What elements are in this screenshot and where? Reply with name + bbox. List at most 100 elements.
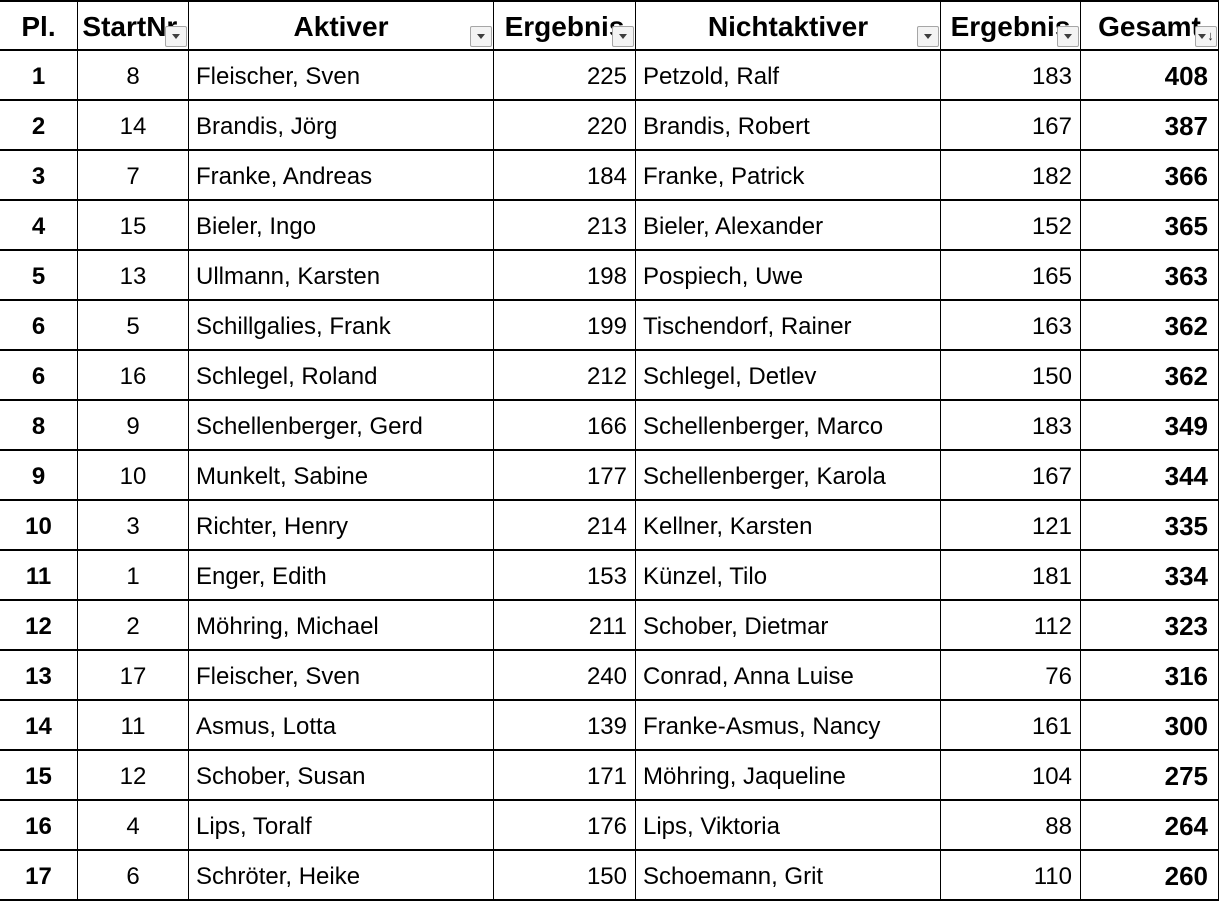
cell-nichtaktiver[interactable]: Künzel, Tilo: [636, 551, 941, 601]
cell-nichtaktiver[interactable]: Bieler, Alexander: [636, 201, 941, 251]
cell-nichtaktiver-ergebnis[interactable]: 76: [941, 651, 1081, 701]
column-header-gesamt[interactable]: Gesamt ↓: [1081, 2, 1219, 51]
cell-pl[interactable]: 6: [0, 351, 78, 401]
column-header-aktiver[interactable]: Aktiver: [189, 2, 494, 51]
cell-gesamt[interactable]: 344: [1081, 451, 1219, 501]
cell-aktiver[interactable]: Ullmann, Karsten: [189, 251, 494, 301]
cell-start-nr[interactable]: 6: [78, 851, 189, 901]
cell-gesamt[interactable]: 323: [1081, 601, 1219, 651]
cell-gesamt[interactable]: 365: [1081, 201, 1219, 251]
cell-gesamt[interactable]: 335: [1081, 501, 1219, 551]
cell-nichtaktiver[interactable]: Kellner, Karsten: [636, 501, 941, 551]
filter-dropdown-button[interactable]: [917, 26, 939, 47]
cell-gesamt[interactable]: 363: [1081, 251, 1219, 301]
cell-start-nr[interactable]: 8: [78, 51, 189, 101]
cell-aktiver[interactable]: Richter, Henry: [189, 501, 494, 551]
cell-start-nr[interactable]: 12: [78, 751, 189, 801]
cell-gesamt[interactable]: 362: [1081, 301, 1219, 351]
cell-gesamt[interactable]: 260: [1081, 851, 1219, 901]
cell-gesamt[interactable]: 362: [1081, 351, 1219, 401]
cell-nichtaktiver-ergebnis[interactable]: 167: [941, 451, 1081, 501]
cell-start-nr[interactable]: 2: [78, 601, 189, 651]
cell-nichtaktiver-ergebnis[interactable]: 150: [941, 351, 1081, 401]
cell-pl[interactable]: 8: [0, 401, 78, 451]
filter-dropdown-button[interactable]: [165, 26, 187, 47]
cell-aktiver-ergebnis[interactable]: 214: [494, 501, 636, 551]
cell-pl[interactable]: 11: [0, 551, 78, 601]
cell-aktiver-ergebnis[interactable]: 176: [494, 801, 636, 851]
cell-aktiver[interactable]: Schlegel, Roland: [189, 351, 494, 401]
cell-pl[interactable]: 14: [0, 701, 78, 751]
cell-aktiver[interactable]: Bieler, Ingo: [189, 201, 494, 251]
cell-nichtaktiver-ergebnis[interactable]: 112: [941, 601, 1081, 651]
cell-pl[interactable]: 15: [0, 751, 78, 801]
cell-start-nr[interactable]: 1: [78, 551, 189, 601]
cell-aktiver[interactable]: Schillgalies, Frank: [189, 301, 494, 351]
filter-dropdown-button[interactable]: [612, 26, 634, 47]
cell-gesamt[interactable]: 349: [1081, 401, 1219, 451]
cell-start-nr[interactable]: 4: [78, 801, 189, 851]
cell-start-nr[interactable]: 14: [78, 101, 189, 151]
cell-nichtaktiver[interactable]: Schoemann, Grit: [636, 851, 941, 901]
cell-nichtaktiver[interactable]: Schellenberger, Marco: [636, 401, 941, 451]
cell-aktiver-ergebnis[interactable]: 199: [494, 301, 636, 351]
column-header-ergebnis-nichtaktiver[interactable]: Ergebnis: [941, 2, 1081, 51]
cell-start-nr[interactable]: 16: [78, 351, 189, 401]
cell-pl[interactable]: 2: [0, 101, 78, 151]
cell-pl[interactable]: 6: [0, 301, 78, 351]
cell-start-nr[interactable]: 17: [78, 651, 189, 701]
cell-start-nr[interactable]: 5: [78, 301, 189, 351]
cell-nichtaktiver-ergebnis[interactable]: 161: [941, 701, 1081, 751]
cell-nichtaktiver[interactable]: Tischendorf, Rainer: [636, 301, 941, 351]
cell-pl[interactable]: 12: [0, 601, 78, 651]
cell-nichtaktiver[interactable]: Schlegel, Detlev: [636, 351, 941, 401]
cell-pl[interactable]: 5: [0, 251, 78, 301]
cell-gesamt[interactable]: 387: [1081, 101, 1219, 151]
cell-nichtaktiver-ergebnis[interactable]: 181: [941, 551, 1081, 601]
cell-nichtaktiver[interactable]: Möhring, Jaqueline: [636, 751, 941, 801]
cell-gesamt[interactable]: 334: [1081, 551, 1219, 601]
cell-nichtaktiver-ergebnis[interactable]: 182: [941, 151, 1081, 201]
column-header-nichtaktiver[interactable]: Nichtaktiver: [636, 2, 941, 51]
cell-start-nr[interactable]: 9: [78, 401, 189, 451]
cell-nichtaktiver[interactable]: Lips, Viktoria: [636, 801, 941, 851]
cell-aktiver-ergebnis[interactable]: 240: [494, 651, 636, 701]
cell-gesamt[interactable]: 366: [1081, 151, 1219, 201]
cell-nichtaktiver-ergebnis[interactable]: 163: [941, 301, 1081, 351]
cell-aktiver-ergebnis[interactable]: 150: [494, 851, 636, 901]
cell-nichtaktiver-ergebnis[interactable]: 183: [941, 401, 1081, 451]
cell-aktiver-ergebnis[interactable]: 177: [494, 451, 636, 501]
cell-gesamt[interactable]: 316: [1081, 651, 1219, 701]
column-header-startnr[interactable]: StartNr.: [78, 2, 189, 51]
cell-aktiver-ergebnis[interactable]: 139: [494, 701, 636, 751]
cell-aktiver[interactable]: Lips, Toralf: [189, 801, 494, 851]
cell-pl[interactable]: 4: [0, 201, 78, 251]
cell-start-nr[interactable]: 7: [78, 151, 189, 201]
cell-pl[interactable]: 3: [0, 151, 78, 201]
cell-aktiver-ergebnis[interactable]: 198: [494, 251, 636, 301]
cell-nichtaktiver-ergebnis[interactable]: 167: [941, 101, 1081, 151]
cell-aktiver-ergebnis[interactable]: 153: [494, 551, 636, 601]
cell-nichtaktiver-ergebnis[interactable]: 104: [941, 751, 1081, 801]
cell-aktiver[interactable]: Munkelt, Sabine: [189, 451, 494, 501]
cell-gesamt[interactable]: 275: [1081, 751, 1219, 801]
cell-aktiver[interactable]: Fleischer, Sven: [189, 51, 494, 101]
cell-aktiver-ergebnis[interactable]: 213: [494, 201, 636, 251]
cell-aktiver[interactable]: Fleischer, Sven: [189, 651, 494, 701]
cell-gesamt[interactable]: 264: [1081, 801, 1219, 851]
cell-start-nr[interactable]: 13: [78, 251, 189, 301]
cell-pl[interactable]: 1: [0, 51, 78, 101]
cell-aktiver[interactable]: Asmus, Lotta: [189, 701, 494, 751]
cell-aktiver[interactable]: Enger, Edith: [189, 551, 494, 601]
cell-pl[interactable]: 13: [0, 651, 78, 701]
cell-aktiver-ergebnis[interactable]: 166: [494, 401, 636, 451]
cell-start-nr[interactable]: 10: [78, 451, 189, 501]
cell-nichtaktiver-ergebnis[interactable]: 88: [941, 801, 1081, 851]
cell-nichtaktiver-ergebnis[interactable]: 165: [941, 251, 1081, 301]
cell-nichtaktiver[interactable]: Brandis, Robert: [636, 101, 941, 151]
column-header-pl[interactable]: Pl.: [0, 2, 78, 51]
cell-aktiver-ergebnis[interactable]: 225: [494, 51, 636, 101]
cell-aktiver[interactable]: Schober, Susan: [189, 751, 494, 801]
cell-aktiver-ergebnis[interactable]: 184: [494, 151, 636, 201]
cell-pl[interactable]: 10: [0, 501, 78, 551]
